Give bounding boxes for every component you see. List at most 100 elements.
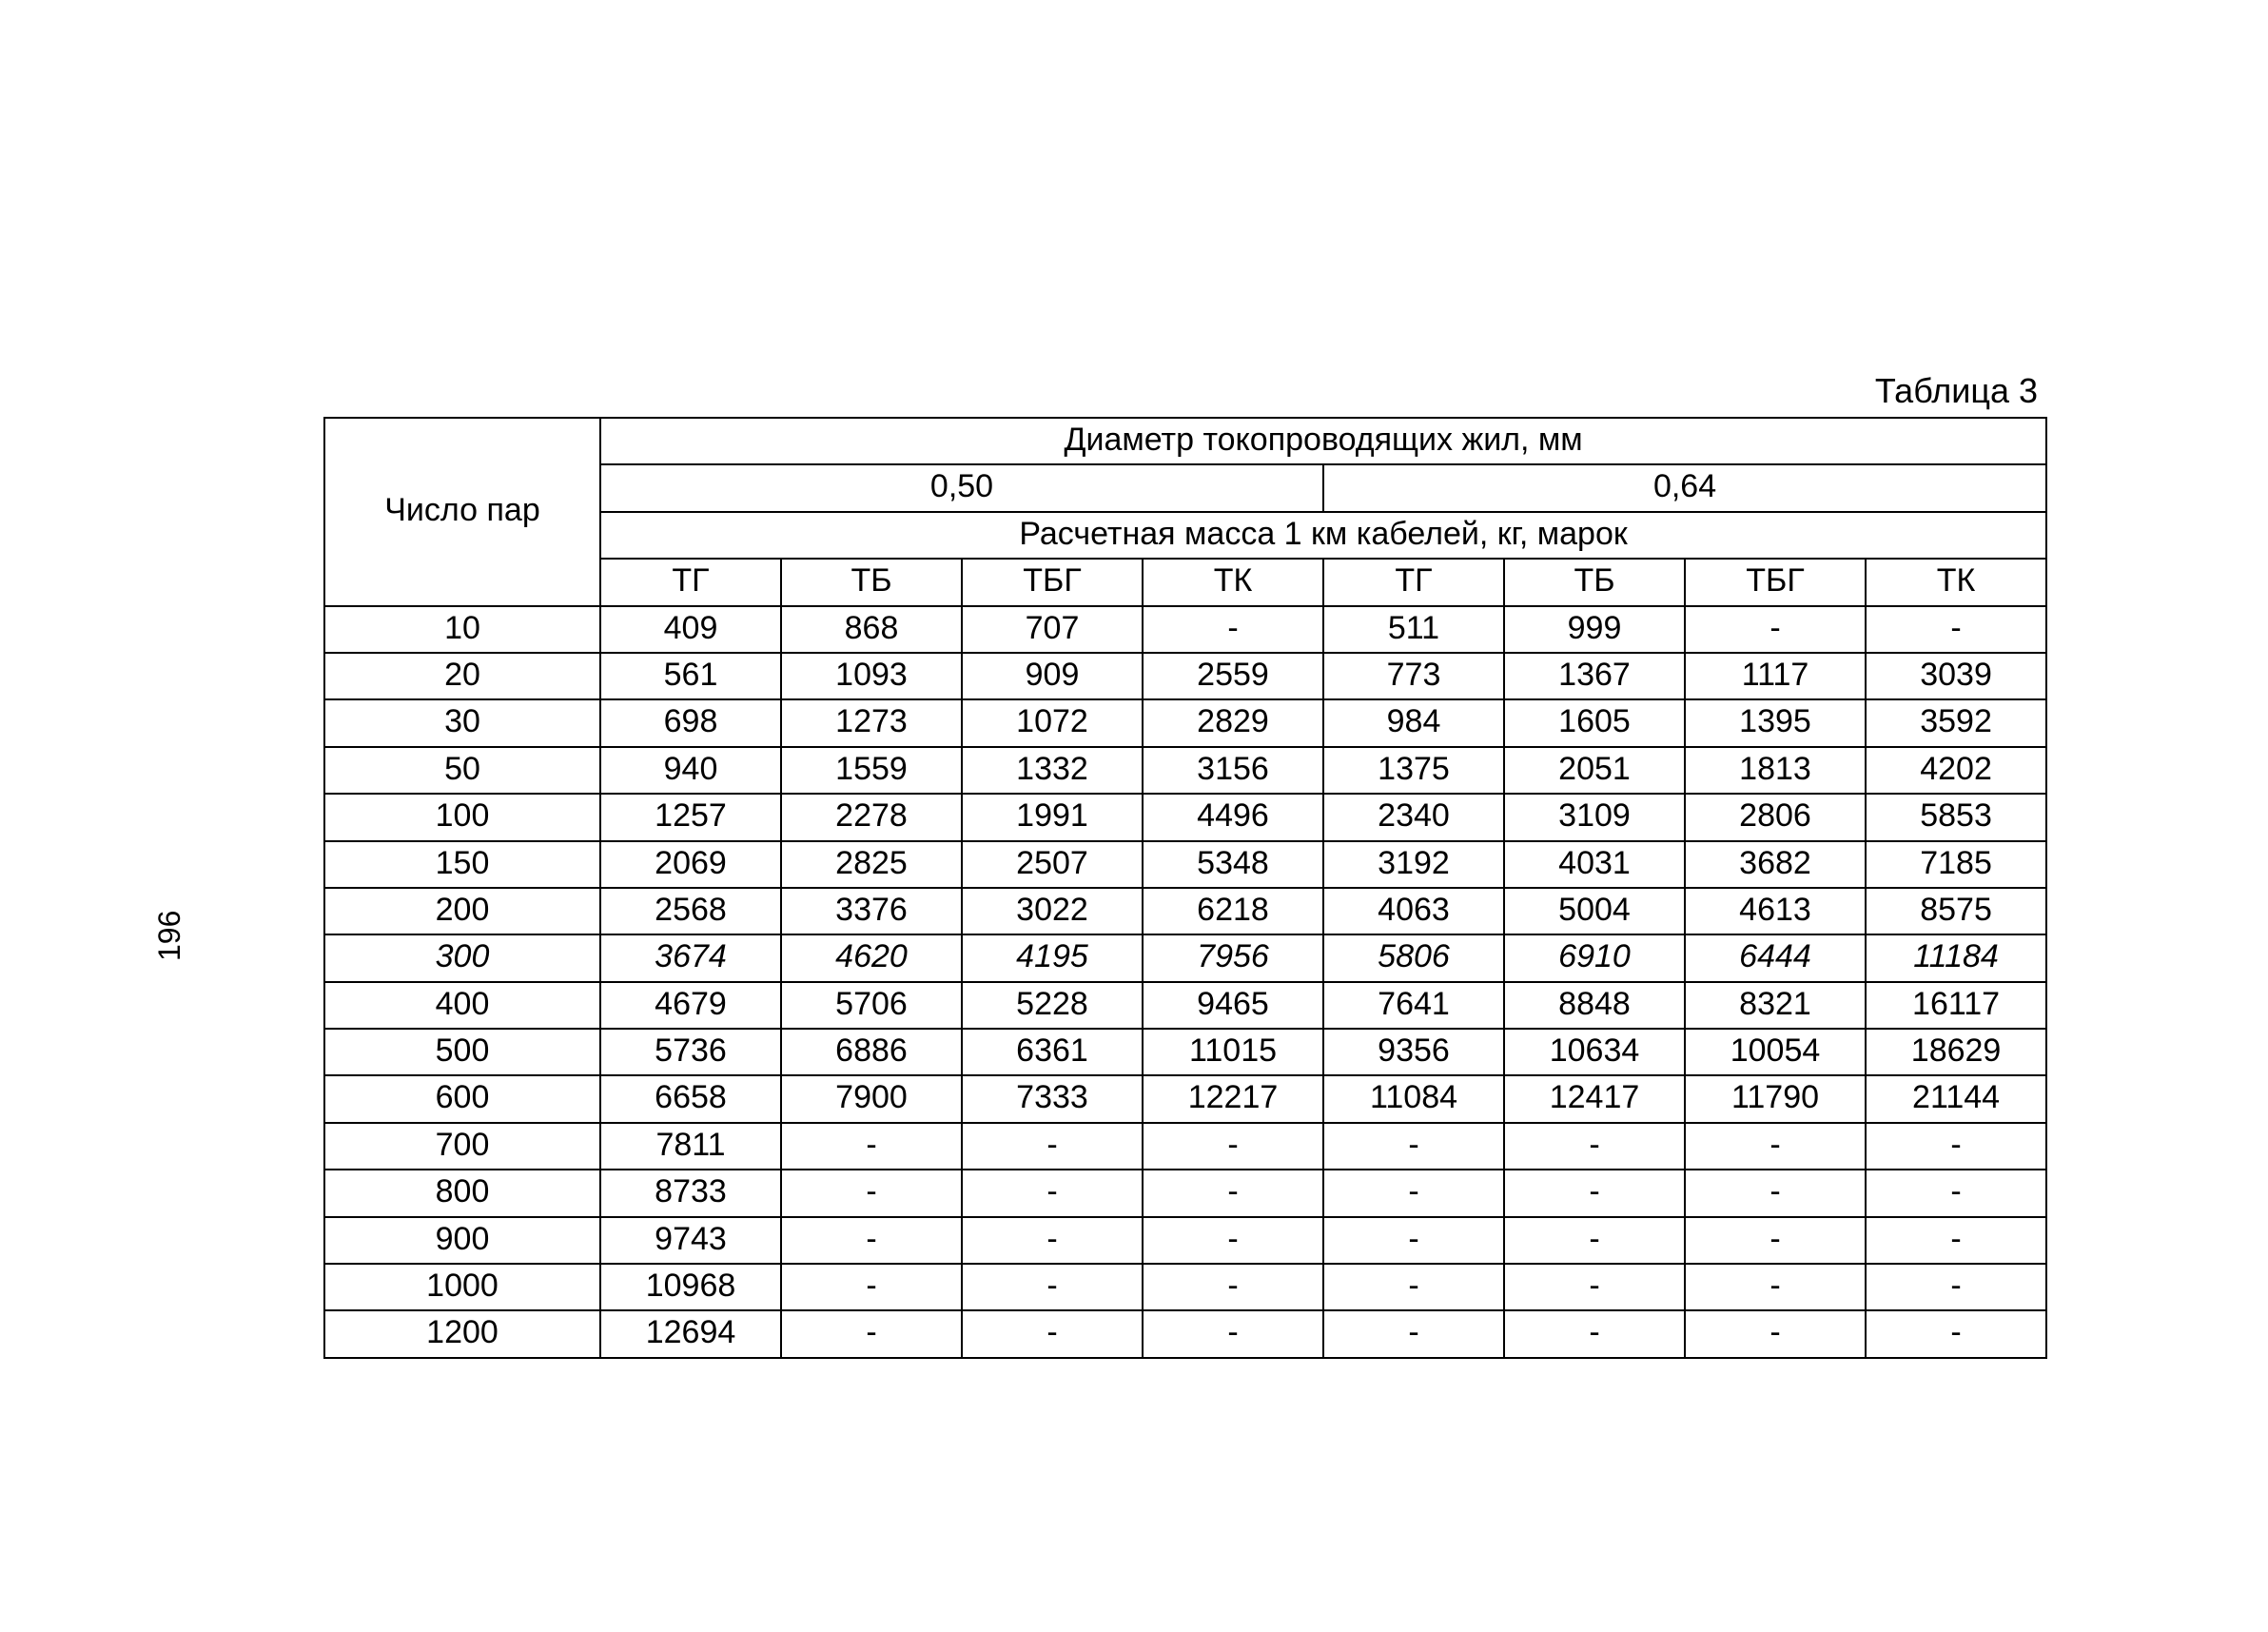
header-pairs: Число пар bbox=[324, 418, 600, 606]
cell-value: 10634 bbox=[1504, 1029, 1685, 1075]
cell-value: 5806 bbox=[1323, 934, 1504, 981]
cell-value: 2568 bbox=[600, 888, 781, 934]
cell-value: - bbox=[1685, 1310, 1866, 1357]
cell-value: 2051 bbox=[1504, 747, 1685, 794]
cell-value: 10054 bbox=[1685, 1029, 1866, 1075]
cell-pairs: 150 bbox=[324, 841, 600, 888]
cell-pairs: 1000 bbox=[324, 1264, 600, 1310]
table-row: 20025683376302262184063500446138575 bbox=[324, 888, 2046, 934]
header-mark: ТБГ bbox=[1685, 559, 1866, 605]
table-row: 509401559133231561375205118134202 bbox=[324, 747, 2046, 794]
cell-value: - bbox=[1685, 1170, 1866, 1216]
cell-value: 5853 bbox=[1866, 794, 2046, 840]
table-row: 8008733------- bbox=[324, 1170, 2046, 1216]
cell-value: - bbox=[962, 1170, 1143, 1216]
cell-value: 1395 bbox=[1685, 699, 1866, 746]
cell-pairs: 600 bbox=[324, 1075, 600, 1122]
cell-value: 3592 bbox=[1866, 699, 2046, 746]
cell-pairs: 700 bbox=[324, 1123, 600, 1170]
table-row: 120012694------- bbox=[324, 1310, 2046, 1357]
cell-value: - bbox=[1323, 1170, 1504, 1216]
cell-value: - bbox=[1143, 1310, 1323, 1357]
cell-value: 999 bbox=[1504, 606, 1685, 653]
cell-value: 984 bbox=[1323, 699, 1504, 746]
cell-pairs: 300 bbox=[324, 934, 600, 981]
cell-value: - bbox=[1504, 1217, 1685, 1264]
cell-value: 4620 bbox=[781, 934, 962, 981]
cell-value: 3156 bbox=[1143, 747, 1323, 794]
cell-value: 6361 bbox=[962, 1029, 1143, 1075]
cell-value: 1093 bbox=[781, 653, 962, 699]
cell-value: 11084 bbox=[1323, 1075, 1504, 1122]
cell-value: 6886 bbox=[781, 1029, 962, 1075]
cell-value: 7333 bbox=[962, 1075, 1143, 1122]
cell-value: 21144 bbox=[1866, 1075, 2046, 1122]
cell-value: 3039 bbox=[1866, 653, 2046, 699]
cell-value: 6218 bbox=[1143, 888, 1323, 934]
page-number: 196 bbox=[152, 911, 187, 961]
cell-pairs: 500 bbox=[324, 1029, 600, 1075]
cell-value: 868 bbox=[781, 606, 962, 653]
cell-value: 9743 bbox=[600, 1217, 781, 1264]
cell-pairs: 10 bbox=[324, 606, 600, 653]
cell-value: 7900 bbox=[781, 1075, 962, 1122]
cell-value: 5736 bbox=[600, 1029, 781, 1075]
cell-value: 7811 bbox=[600, 1123, 781, 1170]
header-mark: ТК bbox=[1143, 559, 1323, 605]
cell-pairs: 100 bbox=[324, 794, 600, 840]
cell-value: 9465 bbox=[1143, 982, 1323, 1029]
cell-value: 7956 bbox=[1143, 934, 1323, 981]
cell-value: 1813 bbox=[1685, 747, 1866, 794]
header-diameter: Диаметр токопроводящих жил, мм bbox=[600, 418, 2046, 464]
cell-value: - bbox=[1866, 1217, 2046, 1264]
cell-value: 2829 bbox=[1143, 699, 1323, 746]
cell-value: 3674 bbox=[600, 934, 781, 981]
cell-value: - bbox=[1866, 1310, 2046, 1357]
header-mark: ТК bbox=[1866, 559, 2046, 605]
table-row: 30698127310722829984160513953592 bbox=[324, 699, 2046, 746]
table-container: Таблица 3 Число пар Диаметр токопроводящ… bbox=[323, 371, 2045, 1359]
header-mark: ТГ bbox=[1323, 559, 1504, 605]
table-row: 15020692825250753483192403136827185 bbox=[324, 841, 2046, 888]
cell-pairs: 30 bbox=[324, 699, 600, 746]
cell-value: 2340 bbox=[1323, 794, 1504, 840]
cell-value: - bbox=[1866, 1264, 2046, 1310]
cell-value: 1072 bbox=[962, 699, 1143, 746]
cell-value: 5228 bbox=[962, 982, 1143, 1029]
cell-value: 1257 bbox=[600, 794, 781, 840]
cell-value: 8733 bbox=[600, 1170, 781, 1216]
cell-value: 7185 bbox=[1866, 841, 2046, 888]
cell-value: 707 bbox=[962, 606, 1143, 653]
cell-value: - bbox=[1323, 1217, 1504, 1264]
cell-pairs: 800 bbox=[324, 1170, 600, 1216]
cell-value: 1375 bbox=[1323, 747, 1504, 794]
table-row: 10012572278199144962340310928065853 bbox=[324, 794, 2046, 840]
cell-value: 4031 bbox=[1504, 841, 1685, 888]
cell-value: 1991 bbox=[962, 794, 1143, 840]
cell-value: 3376 bbox=[781, 888, 962, 934]
cell-value: 5706 bbox=[781, 982, 962, 1029]
cell-value: 2559 bbox=[1143, 653, 1323, 699]
cell-value: 2278 bbox=[781, 794, 962, 840]
cell-value: 2069 bbox=[600, 841, 781, 888]
cell-value: 6910 bbox=[1504, 934, 1685, 981]
cell-value: 8321 bbox=[1685, 982, 1866, 1029]
table-row: 9009743------- bbox=[324, 1217, 2046, 1264]
table-row: 300367446204195795658066910644411184 bbox=[324, 934, 2046, 981]
cell-value: 5348 bbox=[1143, 841, 1323, 888]
cell-value: 4195 bbox=[962, 934, 1143, 981]
cell-value: - bbox=[1323, 1123, 1504, 1170]
table-body: 10409868707-511999--20561109390925597731… bbox=[324, 606, 2046, 1358]
cell-value: 6444 bbox=[1685, 934, 1866, 981]
cell-value: - bbox=[1143, 1264, 1323, 1310]
cell-value: 561 bbox=[600, 653, 781, 699]
cell-value: 1367 bbox=[1504, 653, 1685, 699]
table-row: 500573668866361110159356106341005418629 bbox=[324, 1029, 2046, 1075]
cell-value: 3109 bbox=[1504, 794, 1685, 840]
cell-value: - bbox=[962, 1123, 1143, 1170]
table-row: 2056110939092559773136711173039 bbox=[324, 653, 2046, 699]
cell-value: 7641 bbox=[1323, 982, 1504, 1029]
cell-value: - bbox=[1143, 606, 1323, 653]
cell-value: 2507 bbox=[962, 841, 1143, 888]
cell-value: 18629 bbox=[1866, 1029, 2046, 1075]
